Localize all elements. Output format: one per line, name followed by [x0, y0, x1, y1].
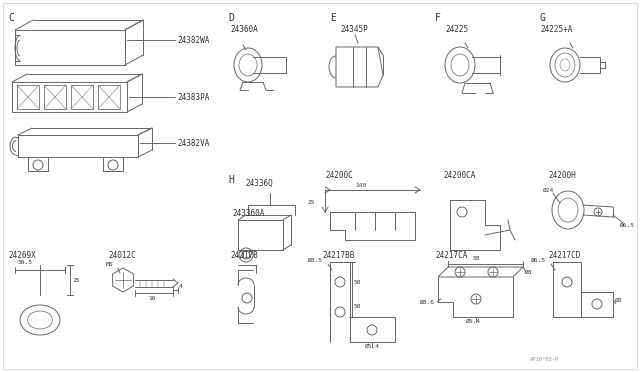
Text: Ø6.5: Ø6.5: [620, 222, 635, 228]
Text: 24382WA: 24382WA: [177, 35, 209, 45]
Text: D: D: [228, 13, 234, 23]
Text: 24382VA: 24382VA: [177, 138, 209, 148]
Text: M6: M6: [106, 263, 113, 267]
Text: 50.5: 50.5: [18, 260, 33, 266]
Text: H: H: [228, 175, 234, 185]
Text: 50: 50: [354, 279, 362, 285]
Bar: [98, 85, 120, 109]
Text: Ø24: Ø24: [543, 187, 554, 192]
Text: 24336Q: 24336Q: [245, 179, 273, 187]
Text: Ø8: Ø8: [615, 298, 623, 302]
Text: 24217B: 24217B: [230, 250, 258, 260]
Text: 24217CA: 24217CA: [435, 250, 467, 260]
Text: G: G: [540, 13, 546, 23]
Text: 24217BB: 24217BB: [322, 250, 355, 260]
Text: 16: 16: [148, 296, 156, 301]
Text: Ø5.4: Ø5.4: [466, 319, 481, 324]
Text: 50: 50: [354, 305, 362, 310]
Text: Ø5.4: Ø5.4: [365, 344, 380, 349]
Text: 25: 25: [72, 278, 79, 282]
Text: 243360A: 243360A: [232, 208, 264, 218]
Text: 24200C: 24200C: [325, 170, 353, 180]
Text: 24383PA: 24383PA: [177, 93, 209, 102]
Text: 24360A: 24360A: [230, 25, 258, 34]
Text: 24269X: 24269X: [8, 250, 36, 260]
Text: Ø8: Ø8: [525, 269, 532, 275]
Bar: [17, 85, 39, 109]
Text: 58: 58: [473, 256, 481, 261]
Text: E: E: [330, 13, 336, 23]
Bar: [44, 85, 66, 109]
Text: Ø8.5: Ø8.5: [308, 257, 323, 263]
Text: 24012C: 24012C: [108, 250, 136, 260]
Text: 24225+A: 24225+A: [540, 25, 572, 34]
Text: 140: 140: [355, 183, 366, 187]
Text: C: C: [8, 13, 14, 23]
Text: Ø8.6: Ø8.6: [420, 299, 435, 305]
Text: F: F: [435, 13, 441, 23]
Text: 4: 4: [179, 285, 183, 289]
Text: 24345P: 24345P: [340, 25, 368, 34]
Text: 24225: 24225: [445, 25, 468, 34]
Text: 24217CD: 24217CD: [548, 250, 580, 260]
Text: Ø6.5: Ø6.5: [531, 257, 546, 263]
Text: 24200CA: 24200CA: [443, 170, 476, 180]
Bar: [71, 85, 93, 109]
Text: AP10*03-P: AP10*03-P: [530, 357, 559, 362]
Text: 24200H: 24200H: [548, 170, 576, 180]
Text: 25: 25: [307, 199, 314, 205]
